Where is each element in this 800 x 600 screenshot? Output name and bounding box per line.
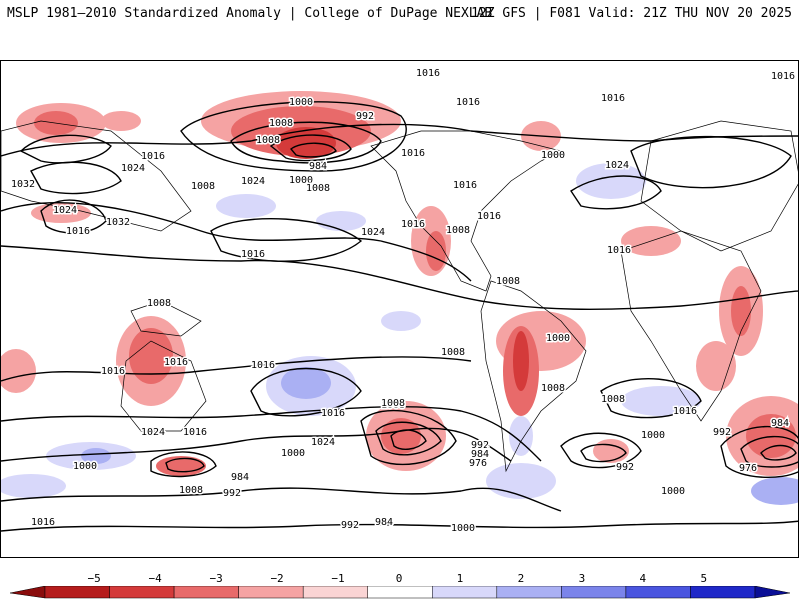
- colorbar-tick-label: 5: [700, 572, 708, 585]
- colorbar-swatch: [173, 586, 239, 599]
- isobar-label: 1008: [256, 135, 280, 146]
- header: MSLP 1981–2010 Standardized Anomaly | Co…: [0, 0, 800, 30]
- isobar-label: 1016: [164, 357, 188, 368]
- map-title: MSLP 1981–2010 Standardized Anomaly | Co…: [7, 6, 493, 21]
- isobar-label: 1024: [121, 163, 145, 174]
- isobar-label: 1016: [401, 148, 425, 159]
- isobar-label: 992: [471, 440, 489, 451]
- isobar-label: 1016: [241, 249, 265, 260]
- isobar-label: 1016: [416, 68, 440, 79]
- colorbar-bar: [9, 586, 791, 599]
- colorbar-swatch: [302, 586, 368, 599]
- isobar-label: 1016: [251, 360, 275, 371]
- isobar-label: 1008: [601, 394, 625, 405]
- isobar-label: 1008: [179, 485, 203, 496]
- isobar-label: 976: [739, 463, 757, 474]
- contour-labels: 1016101610161016100810009929841000100810…: [10, 67, 797, 536]
- colorbar-tick-label: −3: [209, 572, 223, 585]
- isobar-label: 1008: [601, 394, 625, 405]
- colorbar-swatch: [432, 586, 498, 599]
- isobar-label: 1000: [73, 461, 97, 472]
- isobar-label: 1032: [106, 217, 130, 228]
- isobar-label: 984: [471, 449, 489, 460]
- negative-anomaly-shading: [1, 91, 798, 476]
- isobar-label: 1016: [401, 219, 425, 230]
- isobar-label: 1024: [241, 176, 265, 187]
- isobar-label: 1000: [541, 150, 565, 161]
- colorbar-tick-label: 0: [395, 572, 403, 585]
- isobar-label: 1016: [101, 366, 125, 377]
- isobar-label: 1016: [31, 517, 55, 528]
- colorbar-low-arrow: [9, 586, 46, 599]
- isobar-label: 1008: [496, 276, 520, 287]
- isobar-label: 1024: [53, 205, 77, 216]
- isobar-label: 1000: [546, 333, 570, 344]
- isobar-label: 1016: [607, 245, 631, 256]
- isobar-label: 1008: [541, 383, 565, 394]
- isobar-label: 992: [341, 520, 359, 531]
- isobar-label: 1016: [477, 211, 501, 222]
- colorbar-swatch: [367, 586, 433, 599]
- isobar-label: 1024: [311, 437, 335, 448]
- isobar-label: 1000: [281, 448, 305, 459]
- colorbar-swatch: [44, 586, 110, 599]
- isobar-label: 1016: [321, 408, 345, 419]
- isobar-label: 1016: [66, 226, 90, 237]
- isobar-label: 1024: [361, 227, 385, 238]
- isobar-label: 1008: [441, 347, 465, 358]
- isobar-label: 1016: [141, 151, 165, 162]
- colorbar-tick-label: −5: [87, 572, 101, 585]
- isobar-label: 984: [231, 472, 249, 483]
- colorbar-swatch: [238, 586, 304, 599]
- isobar-label: 1000: [451, 523, 475, 534]
- continent-outlines: [1, 120, 798, 473]
- isobar-label: 984: [375, 517, 393, 528]
- colorbar-tick-label: −1: [331, 572, 345, 585]
- colorbar: −5 −4 −3 −2 −1 0 1 2 3 4 5: [0, 572, 800, 600]
- isobar-label: 1016: [601, 93, 625, 104]
- colorbar-swatch: [561, 586, 627, 599]
- isobar-label: 1016: [456, 97, 480, 108]
- colorbar-high-arrow: [754, 586, 791, 599]
- isobar-label: 1008: [147, 298, 171, 309]
- isobar-label: 1016: [673, 406, 697, 417]
- isobar-label: 1000: [289, 175, 313, 186]
- isobar-label: 1008: [381, 400, 405, 411]
- isobar-label: 1000: [661, 486, 685, 497]
- colorbar-tick-label: 1: [456, 572, 464, 585]
- isobar-label: 1008: [306, 183, 330, 194]
- isobar-label: 1008: [269, 118, 293, 129]
- isobar-label: 1024: [605, 160, 629, 171]
- isobar-label: 1008: [446, 225, 470, 236]
- isobar-label: 1016: [771, 71, 795, 82]
- anomaly-map[interactable]: 1016 1016 1016 1016 1008 1000 992 984 1000 1008 10…: [0, 60, 799, 558]
- isobar-label: 1008: [191, 181, 215, 192]
- colorbar-tick-label: −2: [270, 572, 284, 585]
- isobar-label: 1008: [381, 398, 405, 409]
- isobar-contours: [1, 101, 798, 532]
- colorbar-tick-label: 4: [639, 572, 647, 585]
- isobar-label: 1000: [641, 430, 665, 441]
- isobar-label: 992: [356, 111, 374, 122]
- isobar-label: 1032: [11, 179, 35, 190]
- isobar-label: 1024: [141, 427, 165, 438]
- model-run-label: 12Z GFS | F081 Valid: 21Z THU NOV 20 202…: [471, 6, 792, 21]
- colorbar-swatch: [625, 586, 691, 599]
- isobar-label: 1000: [289, 97, 313, 108]
- isobar-label: 984: [309, 161, 327, 172]
- isobar-label: 984: [771, 418, 789, 429]
- colorbar-tick-label: −4: [148, 572, 162, 585]
- isobar-label: 1016: [183, 427, 207, 438]
- colorbar-swatch: [109, 586, 175, 599]
- colorbar-swatch: [690, 586, 756, 599]
- isobar-label: 1016: [453, 180, 477, 191]
- colorbar-swatch: [496, 586, 562, 599]
- isobar-label: 992: [616, 462, 634, 473]
- isobar-label: 992: [713, 427, 731, 438]
- isobar-label: 992: [223, 488, 241, 499]
- colorbar-tick-label: 3: [578, 572, 586, 585]
- colorbar-tick-label: 2: [517, 572, 525, 585]
- isobar-label: 976: [469, 458, 487, 469]
- map-canvas: 1016101610161016100810009929841000100810…: [1, 67, 798, 536]
